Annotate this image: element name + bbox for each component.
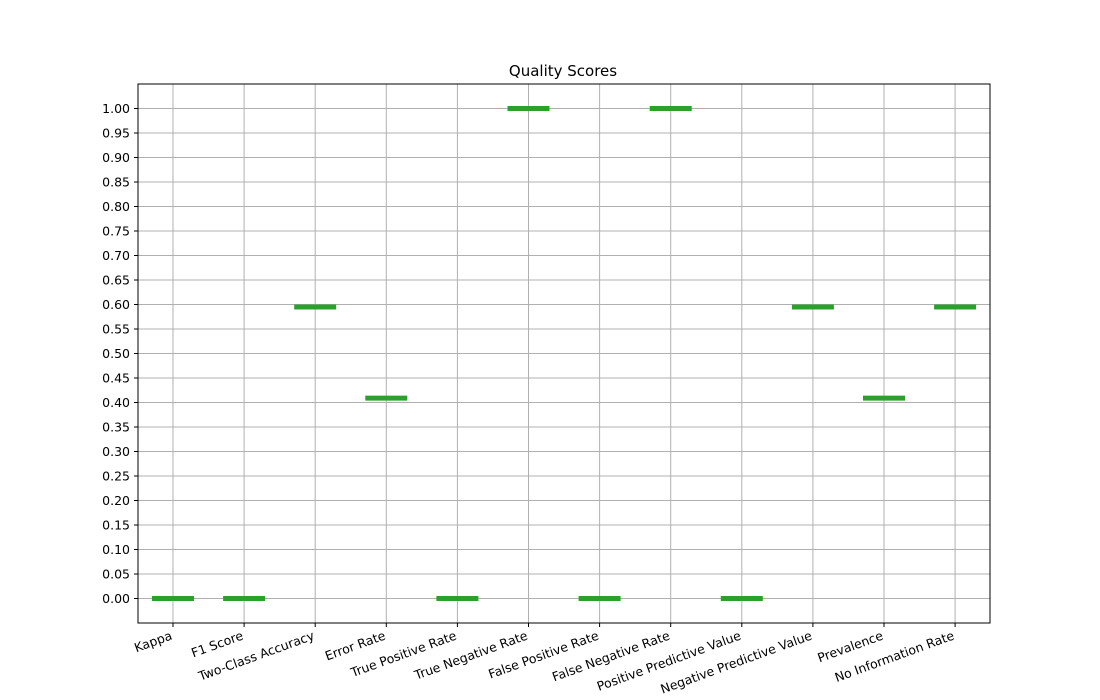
y-tick-label: 0.60 xyxy=(102,297,130,312)
y-tick-label: 0.50 xyxy=(102,346,130,361)
y-tick-label: 0.05 xyxy=(102,567,130,582)
y-tick-label: 0.45 xyxy=(102,371,130,386)
y-tick-label: 0.80 xyxy=(102,199,130,214)
y-tick-label: 1.00 xyxy=(102,101,130,116)
y-axis-ticks: 0.00 0.05 0.10 0.15 0.20 0.25 0.30 0.35 0.40 0.45… xyxy=(102,101,138,606)
grid-lines xyxy=(138,84,990,623)
y-tick-label: 0.25 xyxy=(102,469,130,484)
y-tick-label: 0.55 xyxy=(102,322,130,337)
data-markers xyxy=(152,106,977,601)
y-tick-label: 0.10 xyxy=(102,542,130,557)
y-tick-label: 0.30 xyxy=(102,444,130,459)
y-tick-label: 0.95 xyxy=(102,126,130,141)
y-tick-label: 0.70 xyxy=(102,248,130,263)
y-tick-label: 0.35 xyxy=(102,420,130,435)
plot-frame xyxy=(137,83,991,624)
y-tick-label: 0.85 xyxy=(102,175,130,190)
y-tick-label: 0.20 xyxy=(102,493,130,508)
y-tick-label: 0.00 xyxy=(102,591,130,606)
y-tick-label: 0.40 xyxy=(102,395,130,410)
y-tick-label: 0.65 xyxy=(102,273,130,288)
x-tick-label: Two-Class Accuracy xyxy=(195,628,316,684)
x-tick-label: Kappa xyxy=(132,628,174,655)
y-tick-label: 0.15 xyxy=(102,518,130,533)
chart-title: Quality Scores xyxy=(509,62,617,80)
y-tick-label: 0.90 xyxy=(102,150,130,165)
y-tick-label: 0.75 xyxy=(102,224,130,239)
x-tick-label: No Information Rate xyxy=(833,628,957,685)
